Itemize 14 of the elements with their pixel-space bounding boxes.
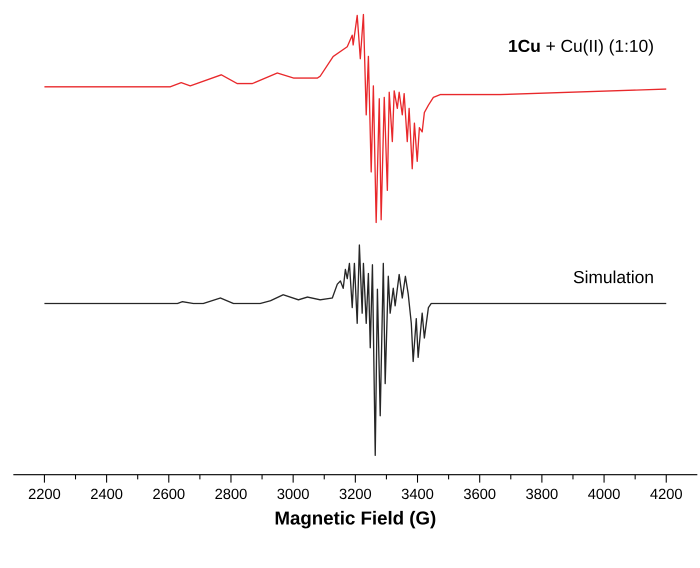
x-tick-label: 3600 <box>464 488 496 500</box>
x-tick-label: 3800 <box>526 488 558 500</box>
x-tick-label: 4000 <box>588 488 620 500</box>
series-label: Simulation <box>574 270 653 284</box>
x-tick-label: 3400 <box>402 488 434 500</box>
x-tick-label: 3200 <box>340 488 372 500</box>
series-label: 1Cu + Cu(II) (1:10) <box>509 39 653 56</box>
x-tick-label: 2600 <box>153 488 185 500</box>
x-axis-title: Magnetic Field (G) <box>276 510 436 528</box>
x-tick-label: 2800 <box>215 488 247 500</box>
x-tick-label: 2400 <box>91 488 122 500</box>
x-tick-label: 2200 <box>28 488 60 500</box>
x-tick-label: 4200 <box>650 488 682 500</box>
x-tick-label: 3000 <box>277 488 309 500</box>
